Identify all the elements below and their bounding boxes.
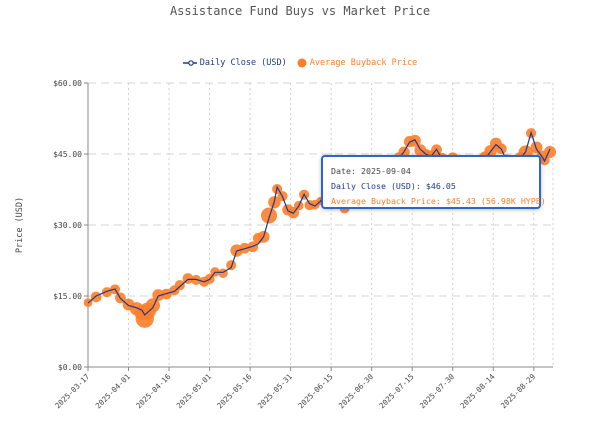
x-tick-label: 2025-06-15 <box>296 372 334 410</box>
x-tick-label: 2025-07-15 <box>377 372 415 410</box>
buyback-bubble <box>174 280 185 291</box>
y-tick-label: $60.00 <box>53 79 82 88</box>
y-tick-label: $30.00 <box>53 221 82 230</box>
bubble-marker-icon <box>297 58 307 68</box>
tooltip-date: Date: 2025-09-04 <box>331 166 411 176</box>
buyback-bubble <box>543 145 557 159</box>
y-tick-label: $0.00 <box>58 363 82 372</box>
legend-label-buyback: Average Buyback Price <box>309 58 418 68</box>
x-tick-label: 2025-07-30 <box>418 372 457 411</box>
legend: Daily Close (USD) Average Buyback Price <box>0 58 600 68</box>
buyback-bubble <box>145 298 160 313</box>
tooltip: Date: 2025-09-04 Daily Close (USD): $46.… <box>321 155 546 209</box>
buyback-bubble <box>226 260 237 271</box>
x-tick-label: 2025-06-30 <box>337 372 376 411</box>
x-tick-label: 2025-04-16 <box>134 372 173 411</box>
tooltip-close: Daily Close (USD): $46.05 <box>331 181 456 191</box>
x-tick-label: 2025-08-29 <box>499 372 537 410</box>
x-tick-label: 2025-05-01 <box>175 372 213 410</box>
y-tick-label: $15.00 <box>53 292 82 301</box>
x-tick-label: 2025-08-14 <box>458 372 497 411</box>
x-tick-label: 2025-03-17 <box>53 372 91 410</box>
y-tick-label: $45.00 <box>53 150 82 159</box>
x-tick-label: 2025-05-31 <box>256 372 294 410</box>
y-axis-label: Price (USD) <box>15 197 25 253</box>
chart-title: Assistance Fund Buys vs Market Price <box>169 4 431 18</box>
x-tick-label: 2025-04-01 <box>94 372 132 410</box>
legend-item-close[interactable]: Daily Close (USD) <box>182 58 287 68</box>
legend-item-buyback[interactable]: Average Buyback Price <box>297 58 417 68</box>
buyback-bubble <box>90 291 102 303</box>
legend-label-close: Daily Close (USD) <box>199 58 287 68</box>
buyback-bubble <box>261 207 278 224</box>
buyback-bubble <box>101 287 112 298</box>
x-tick-label: 2025-05-16 <box>215 372 254 411</box>
tooltip-buyback: Average Buyback Price: $45.43 (56.98K HY… <box>331 196 546 206</box>
buyback-bubble <box>152 289 165 301</box>
line-marker-icon <box>182 60 197 66</box>
